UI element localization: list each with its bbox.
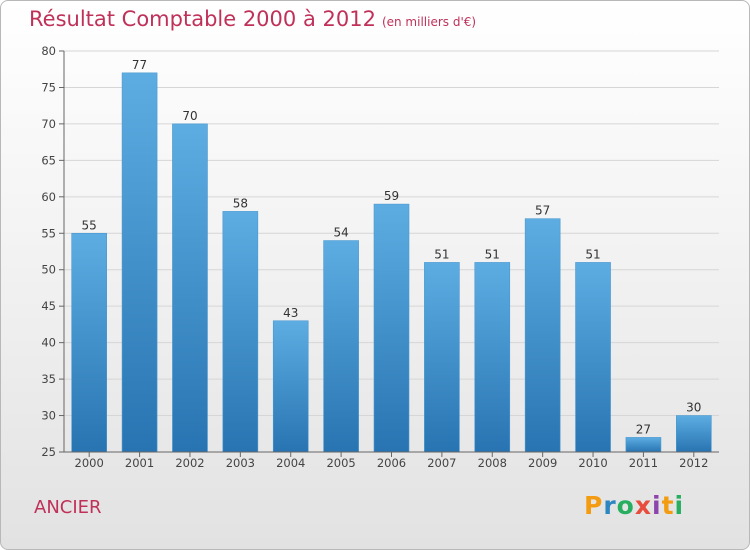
data-label-2007: 51	[434, 247, 449, 261]
y-tick-label-65: 65	[41, 153, 56, 167]
logo-letter: i	[652, 491, 662, 520]
x-tick-label-2010: 2010	[578, 456, 607, 470]
y-tick-label-80: 80	[41, 44, 56, 58]
y-tick-label-40: 40	[41, 336, 56, 350]
bar-2010	[575, 262, 611, 453]
bar-2012	[676, 415, 712, 453]
data-label-2010: 51	[585, 247, 600, 261]
bars: 55 77 70 58 43 54 59 51 51 57 51 27 30	[71, 58, 712, 453]
bar-2000	[71, 232, 107, 453]
bar-2002	[172, 123, 208, 453]
logo-letter: x	[634, 491, 652, 520]
x-tick-label-2009: 2009	[528, 456, 557, 470]
town-name: ANCIER	[34, 497, 102, 518]
y-tick-label-35: 35	[41, 372, 56, 386]
y-tick-label-30: 30	[41, 409, 56, 423]
y-tick-label-75: 75	[41, 80, 56, 94]
data-label-2006: 59	[384, 189, 399, 203]
data-label-2008: 51	[485, 247, 500, 261]
x-tick-label-2012: 2012	[679, 456, 708, 470]
x-tick-label-2007: 2007	[427, 456, 456, 470]
logo-letter: r	[603, 491, 617, 520]
bar-2005	[323, 240, 359, 453]
logo-letter: o	[616, 491, 635, 520]
logo-letter: P	[584, 491, 604, 520]
x-tick-label-2003: 2003	[226, 456, 255, 470]
bar-2009	[524, 218, 561, 453]
y-tick-label-50: 50	[41, 263, 56, 277]
x-tick-label-2008: 2008	[478, 456, 507, 470]
bar-2011	[625, 437, 662, 453]
chart-title-text: Résultat Comptable 2000 à 2012	[29, 7, 376, 31]
y-tick-label-45: 45	[41, 299, 56, 313]
data-label-2003: 58	[233, 196, 248, 210]
x-axis: 2000 2001 2002 2003 2004 2005 2006 2007 2008 2009…	[64, 451, 719, 470]
proxiti-logo[interactable]: Proxiti	[584, 491, 684, 520]
data-label-2001: 77	[132, 58, 147, 72]
x-tick-label-2000: 2000	[75, 456, 104, 470]
x-tick-label-2001: 2001	[125, 456, 154, 470]
logo-letter: i	[674, 491, 685, 520]
bar-2008	[474, 262, 511, 453]
data-label-2012: 30	[686, 401, 701, 415]
data-label-2009: 57	[535, 204, 550, 218]
bar-2004	[272, 320, 309, 453]
bar-2007	[424, 262, 460, 453]
y-tick-label-55: 55	[41, 226, 56, 240]
data-label-2004: 43	[283, 306, 298, 320]
bar-2001	[121, 72, 158, 453]
data-label-2000: 55	[82, 218, 97, 232]
x-tick-label-2011: 2011	[629, 456, 658, 470]
y-tick-label-60: 60	[41, 190, 56, 204]
chart-subtitle: (en milliers d'€)	[381, 15, 477, 29]
y-axis: 25 30 35 40 45 50 55 60 65 70 75 80	[41, 44, 65, 459]
data-label-2002: 70	[182, 109, 197, 123]
y-tick-label-25: 25	[41, 445, 56, 459]
bar-2006	[373, 203, 410, 453]
x-tick-label-2002: 2002	[175, 456, 204, 470]
logo-letter: t	[661, 491, 675, 520]
x-tick-label-2006: 2006	[377, 456, 406, 470]
data-label-2011: 27	[636, 422, 651, 436]
bar-2003	[222, 211, 259, 453]
x-tick-label-2004: 2004	[276, 456, 305, 470]
x-tick-label-2005: 2005	[326, 456, 355, 470]
chart-title: Résultat Comptable 2000 à 2012 (en millie…	[29, 7, 476, 31]
y-tick-label-70: 70	[41, 117, 56, 131]
data-label-2005: 54	[333, 226, 348, 240]
